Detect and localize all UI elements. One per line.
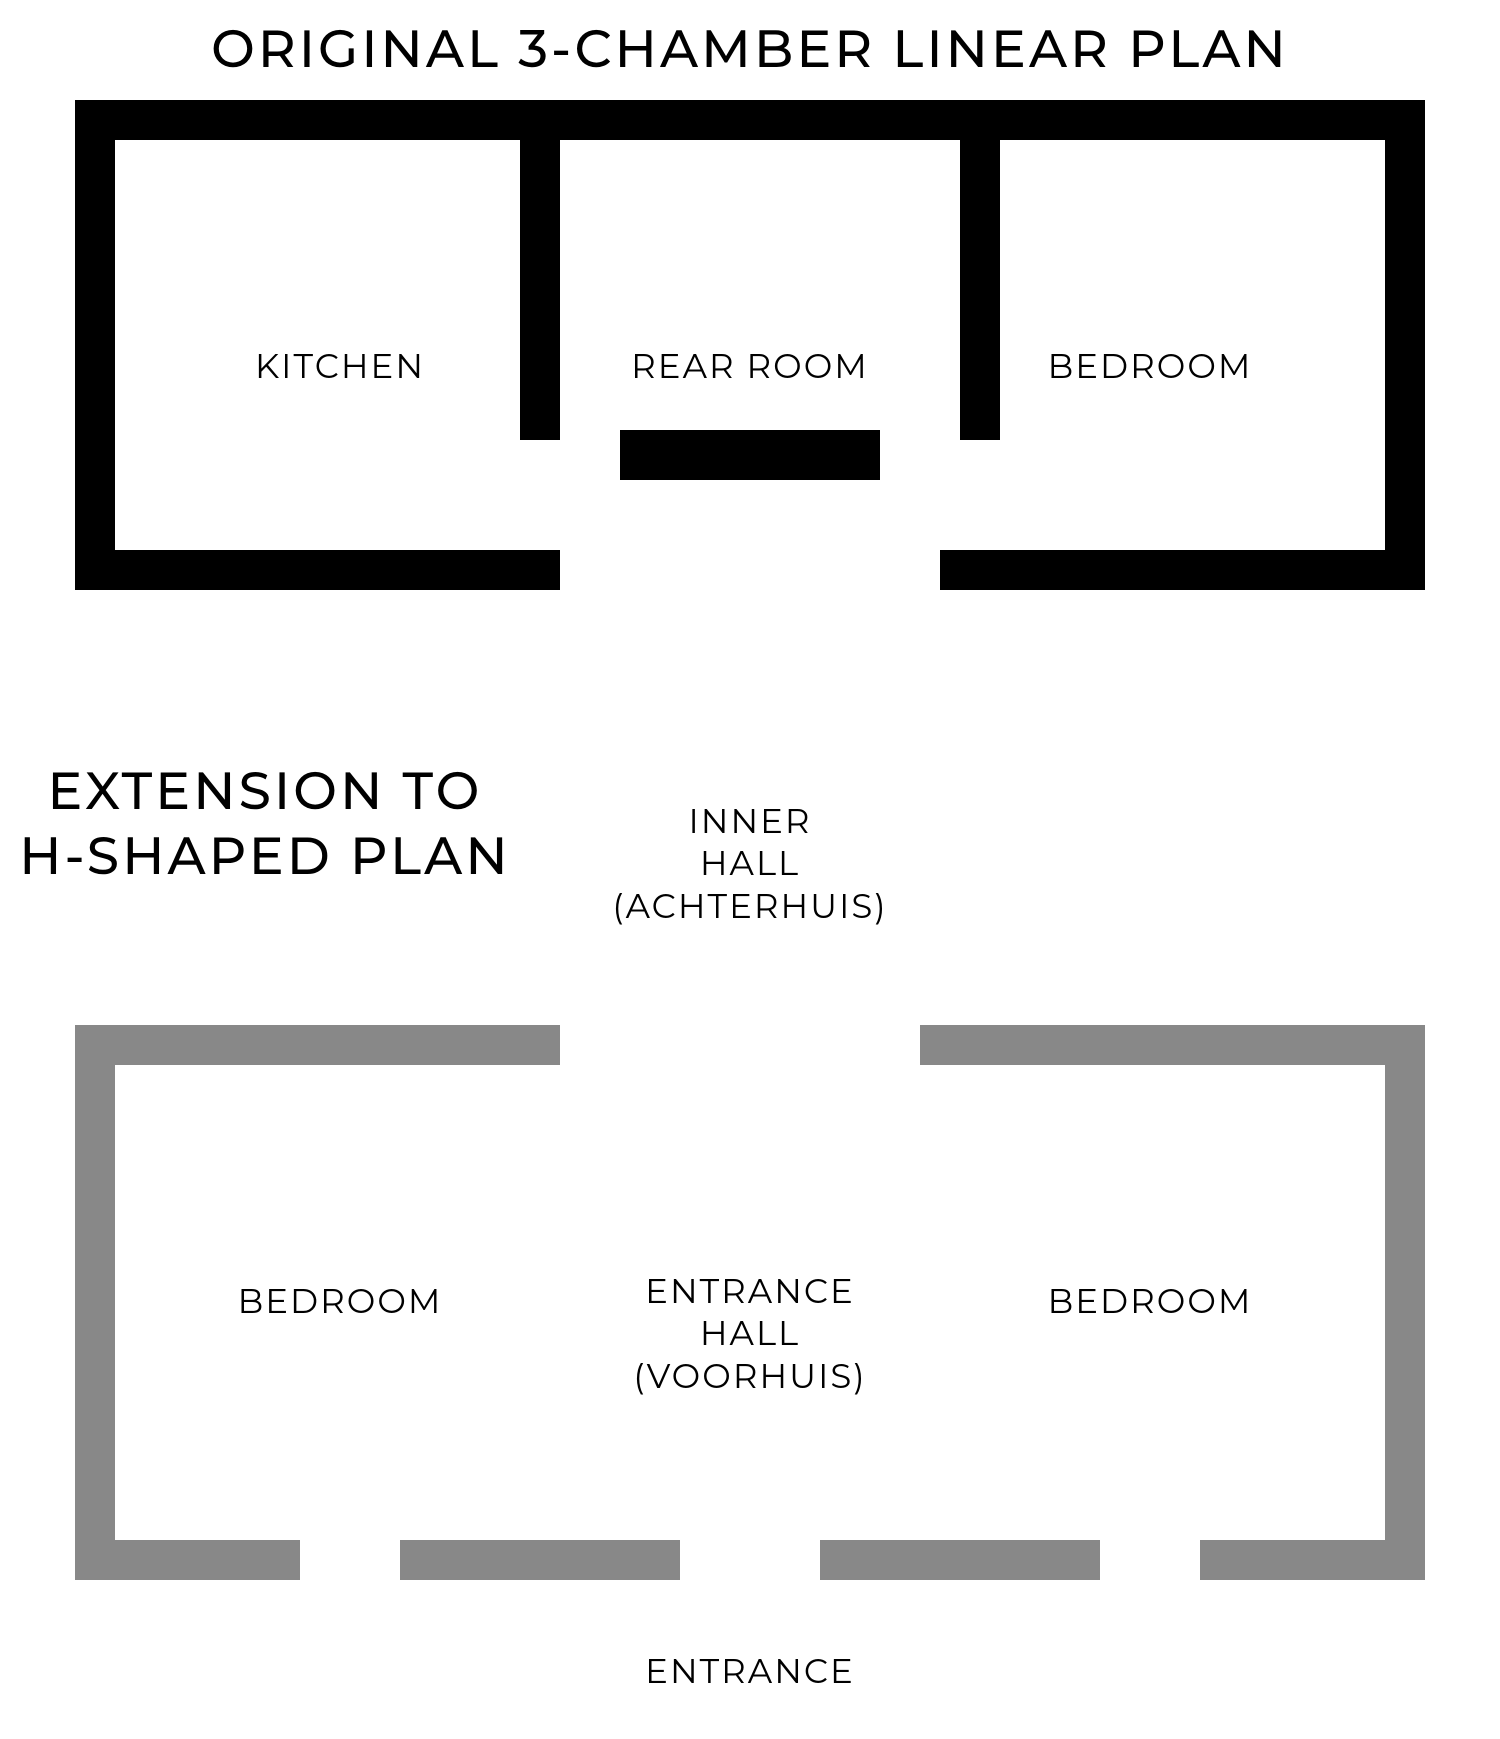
label-entrance: ENTRANCE <box>0 1650 1500 1693</box>
label-title-top: ORIGINAL 3-CHAMBER LINEAR PLAN <box>0 17 1500 82</box>
label-bedroom-top: BEDROOM <box>400 345 1500 388</box>
label-inner-hall: INNER HALL (ACHTERHUIS) <box>0 800 1500 928</box>
rear-room-block <box>620 430 880 480</box>
floor-plan-canvas: ORIGINAL 3-CHAMBER LINEAR PLANEXTENSION … <box>0 0 1500 1739</box>
label-bedroom-br: BEDROOM <box>400 1280 1500 1323</box>
